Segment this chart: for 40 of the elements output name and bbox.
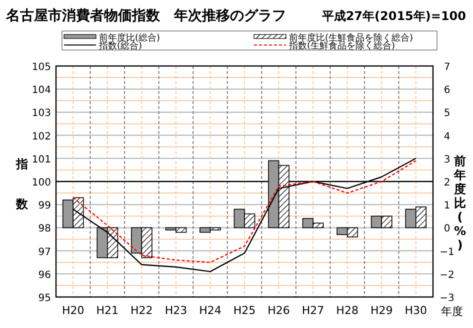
y2-tick-label: 4 (444, 131, 450, 142)
x-axis-title: 年度 (441, 305, 463, 318)
y2-tick-label: 0 (444, 224, 450, 235)
y2-tick-label: 7 (444, 62, 450, 73)
chart-subtitle: 平成27年(2015年)=100 (320, 9, 466, 23)
y-tick-label: 101 (32, 154, 51, 166)
y2-tick-label: −1 (440, 246, 454, 258)
y-tick-label: 105 (32, 62, 51, 73)
y2-tick-label: 3 (444, 154, 450, 166)
y2-axis-title: 前年度比(%) (453, 154, 466, 252)
x-tick-label: H22 (130, 304, 153, 317)
y-tick-label: 102 (32, 131, 51, 142)
x-tick-label: H24 (199, 304, 222, 317)
y-tick-label: 96 (38, 270, 51, 281)
y-tick-label: 99 (38, 200, 51, 212)
y-tick-label: 97 (38, 246, 51, 258)
y2-tick-label: −3 (440, 293, 454, 304)
text: 指数 (16, 157, 28, 211)
x-tick-label: H26 (268, 304, 290, 317)
x-tick-label: H20 (62, 304, 84, 317)
y-tick-label: 95 (38, 293, 51, 304)
y-tick-label: 100 (32, 178, 51, 188)
y2-tick-label: 5 (444, 108, 450, 120)
x-tick-label: H28 (336, 304, 358, 317)
x-tick-label: H30 (404, 304, 428, 317)
legend-label: 指数(生鮮食品を除く総合) (288, 40, 396, 52)
y2-tick-label: 2 (444, 178, 450, 188)
chart-title: 名古屋市消費者物価指数 年次推移のグラフ (5, 7, 286, 24)
y2-tick-label: 6 (444, 85, 450, 96)
x-tick-label: H25 (233, 304, 256, 317)
y2-tick-label: −2 (440, 270, 454, 281)
x-tick-label: H29 (370, 304, 393, 317)
legend-label: 指数(総合) (98, 40, 142, 52)
x-tick-label: H23 (164, 304, 188, 317)
y-tick-label: 98 (38, 224, 51, 235)
x-tick-label: H27 (302, 304, 324, 317)
y-tick-label: 104 (32, 85, 51, 96)
x-tick-label: H21 (96, 304, 119, 317)
y2-tick-label: 1 (444, 200, 450, 212)
y-tick-label: 103 (32, 108, 51, 120)
